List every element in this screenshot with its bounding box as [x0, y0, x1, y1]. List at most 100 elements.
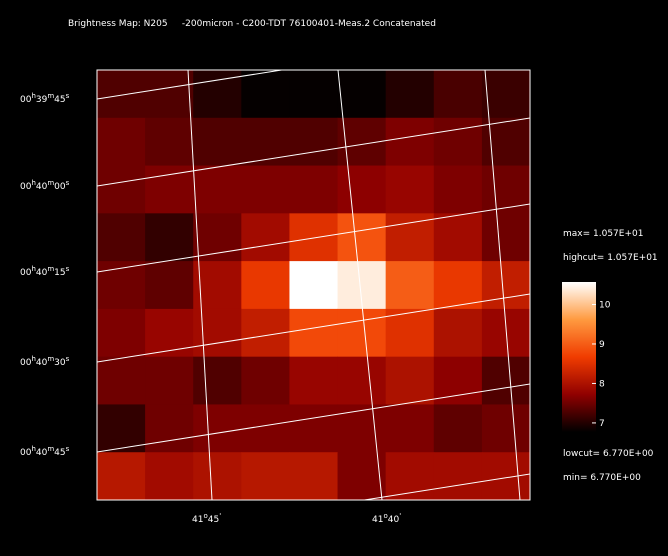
- heat-cell: [338, 404, 387, 452]
- tick-label-part: 45: [208, 515, 219, 525]
- heat-cell: [482, 452, 531, 500]
- tick-label-part: s: [66, 265, 70, 273]
- heat-cell: [193, 166, 242, 214]
- heat-cell: [97, 166, 146, 214]
- heat-cell: [145, 166, 194, 214]
- heat-cell: [241, 166, 290, 214]
- heat-cell: [434, 452, 483, 500]
- tick-label-part: 41: [372, 515, 383, 525]
- heat-cell: [289, 70, 338, 118]
- colorbar-tick-label: 10: [599, 301, 611, 311]
- heat-cell: [386, 261, 435, 309]
- tick-label-part: 00: [20, 448, 32, 458]
- heat-cell: [338, 213, 387, 261]
- heat-cell: [434, 118, 483, 166]
- heat-cell: [482, 70, 531, 118]
- heat-cell: [241, 118, 290, 166]
- heat-cell: [338, 357, 387, 405]
- heat-cell: [289, 452, 338, 500]
- heat-cell: [145, 70, 194, 118]
- tick-label-part: 00: [20, 268, 32, 278]
- tick-label-part: 40: [388, 515, 400, 525]
- colorbar-tick-label: 9: [599, 340, 605, 350]
- heat-cell: [289, 357, 338, 405]
- heat-cell: [289, 404, 338, 452]
- heat-cell: [145, 357, 194, 405]
- tick-label-part: 00: [20, 358, 32, 368]
- heat-cell: [289, 261, 338, 309]
- heat-cell: [145, 452, 194, 500]
- heat-cell: [338, 70, 387, 118]
- tick-label-part: s: [66, 179, 70, 187]
- heat-cell: [386, 309, 435, 357]
- tick-label-part: 40: [36, 358, 48, 368]
- heat-cell: [145, 309, 194, 357]
- stat-lowcut: lowcut= 6.770E+00: [563, 449, 654, 459]
- heat-cell: [386, 404, 435, 452]
- heat-cell: [434, 309, 483, 357]
- tick-label-part: 00: [54, 182, 66, 192]
- heat-cell: [386, 70, 435, 118]
- heat-cell: [193, 452, 242, 500]
- heat-cell: [97, 118, 146, 166]
- heat-cell: [145, 118, 194, 166]
- heat-cell: [434, 213, 483, 261]
- tick-label-part: s: [66, 92, 70, 100]
- heatmap: [97, 70, 531, 501]
- chart: Brightness Map: N205 -200micron - C200-T…: [0, 0, 668, 556]
- heat-cell: [386, 118, 435, 166]
- heat-cell: [193, 213, 242, 261]
- heat-cell: [482, 213, 531, 261]
- heat-cell: [145, 404, 194, 452]
- tick-label-part: 45: [54, 448, 65, 458]
- heat-cell: [193, 118, 242, 166]
- tick-label-part: 00: [20, 182, 32, 192]
- heat-cell: [97, 452, 146, 500]
- tick-label-part: 00: [20, 95, 32, 105]
- colorbar-tick-label: 8: [599, 379, 605, 389]
- heat-cell: [386, 357, 435, 405]
- tick-label-part: 30: [54, 358, 66, 368]
- heat-cell: [241, 70, 290, 118]
- tick-label-part: 40: [36, 268, 48, 278]
- heat-cell: [482, 404, 531, 452]
- tick-label-part: 41: [192, 515, 203, 525]
- heat-cell: [434, 70, 483, 118]
- heat-cell: [289, 166, 338, 214]
- heat-cell: [241, 452, 290, 500]
- tick-label-part: ': [399, 512, 401, 520]
- chart-title: Brightness Map: N205 -200micron - C200-T…: [68, 19, 436, 29]
- heat-cell: [241, 357, 290, 405]
- heat-cell: [241, 261, 290, 309]
- heat-cell: [145, 261, 194, 309]
- heat-cell: [482, 357, 531, 405]
- heat-cell: [338, 452, 387, 500]
- heat-cell: [482, 166, 531, 214]
- tick-label-part: s: [66, 355, 70, 363]
- heat-cell: [97, 70, 146, 118]
- heat-cell: [434, 404, 483, 452]
- heat-cell: [193, 404, 242, 452]
- heat-cell: [241, 213, 290, 261]
- colorbar: [562, 282, 596, 432]
- heat-cell: [338, 309, 387, 357]
- stat-min: min= 6.770E+00: [563, 473, 641, 483]
- heat-cell: [97, 213, 146, 261]
- heat-cell: [193, 357, 242, 405]
- tick-label-part: 39: [36, 95, 48, 105]
- tick-label-part: 15: [54, 268, 65, 278]
- heat-cell: [338, 166, 387, 214]
- heat-cell: [145, 213, 194, 261]
- heat-cell: [386, 166, 435, 214]
- tick-label-part: s: [66, 445, 70, 453]
- tick-label-part: 40: [36, 182, 48, 192]
- stat-highcut: highcut= 1.057E+01: [563, 253, 658, 263]
- heat-cell: [193, 309, 242, 357]
- heat-cell: [97, 309, 146, 357]
- tick-label-part: ': [219, 512, 221, 520]
- tick-label-part: 40: [36, 448, 48, 458]
- heat-cell: [289, 309, 338, 357]
- heat-cell: [434, 166, 483, 214]
- colorbar-tick-label: 7: [599, 419, 605, 429]
- heat-cell: [482, 261, 531, 309]
